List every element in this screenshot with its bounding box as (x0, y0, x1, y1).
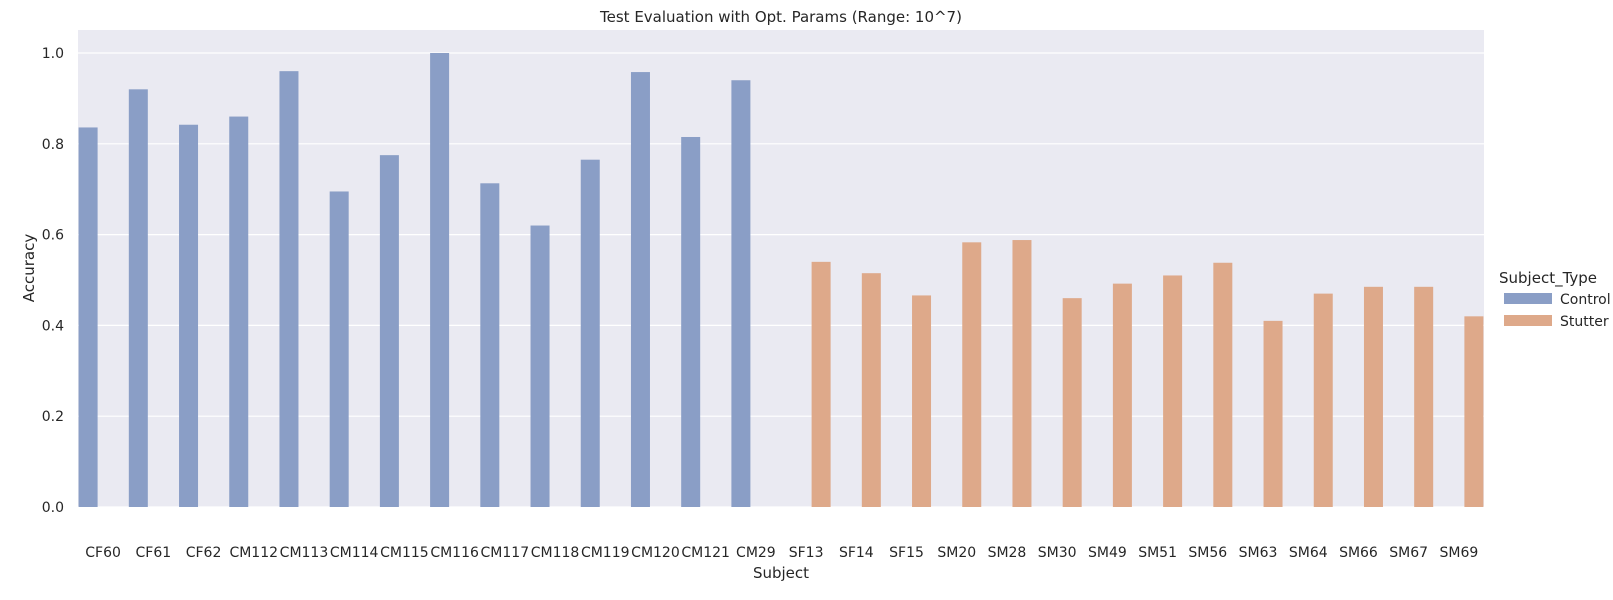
x-tick-label: CM117 (481, 545, 530, 561)
x-tick-label: SM28 (988, 545, 1027, 561)
x-tick-label: SF13 (789, 545, 824, 561)
bar-control-cm112 (229, 116, 249, 507)
x-tick-label: SM63 (1239, 545, 1278, 561)
bar-stutter-sf15 (912, 295, 932, 507)
x-tick-label: CM29 (736, 545, 776, 561)
bar-stutter-sm20 (962, 242, 982, 507)
y-tick-label: 0.2 (42, 409, 64, 425)
y-tick-label: 0.4 (42, 318, 64, 334)
x-tick-label: SM64 (1289, 545, 1328, 561)
bar-stutter-sm69 (1464, 316, 1484, 507)
bar-control-cm121 (681, 136, 701, 508)
bar-stutter-sm67 (1414, 286, 1434, 507)
bar-stutter-sm28 (1012, 240, 1032, 507)
bar-control-cf60 (78, 127, 98, 508)
bar-stutter-sm51 (1163, 275, 1183, 507)
x-tick-label: SM20 (937, 545, 976, 561)
y-tick-label: 1.0 (42, 46, 64, 62)
bar-control-cm113 (279, 71, 299, 507)
x-tick-label: CM113 (280, 545, 329, 561)
bar-control-cm120 (630, 72, 650, 508)
x-tick-label: CM119 (581, 545, 630, 561)
x-tick-label: CM114 (330, 545, 379, 561)
legend-title: Subject_Type (1499, 269, 1597, 288)
x-tick-label: CF60 (85, 545, 121, 561)
x-tick-label: SM69 (1440, 545, 1479, 561)
y-tick-label: 0.6 (42, 228, 64, 244)
x-tick-labels: CF60 CF61 CF62 CM112 CM113 CM114 CM115 CM116 CM1… (85, 545, 1478, 561)
bar-control-cm29 (731, 80, 751, 508)
bar-stutter-sm66 (1363, 286, 1383, 507)
y-tick-labels: 0.0 0.2 0.4 0.6 0.8 1.0 (42, 46, 64, 516)
x-tick-label: CM118 (531, 545, 580, 561)
bar-stutter-sm30 (1062, 298, 1082, 507)
bar-control-cm117 (480, 183, 500, 507)
bar-stutter-sm56 (1213, 262, 1233, 507)
bar-control-cm114 (329, 191, 349, 507)
x-tick-label: SM49 (1088, 545, 1127, 561)
bar-control-cf62 (179, 124, 199, 508)
bar-stutter-sf13 (811, 261, 831, 507)
x-tick-label: CM121 (681, 545, 730, 561)
y-axis-label: Accuracy (20, 234, 38, 303)
bars (78, 53, 1484, 508)
bar-stutter-sm64 (1313, 293, 1333, 507)
bar-stutter-sm63 (1263, 320, 1283, 507)
bar-control-cm118 (530, 225, 550, 507)
x-tick-label: CM115 (380, 545, 429, 561)
legend-swatch-stutter (1504, 315, 1552, 326)
x-tick-label: CF62 (186, 545, 222, 561)
legend-label-control: Control (1560, 292, 1611, 308)
bar-stutter-sf14 (861, 273, 881, 507)
bar-control-cf61 (128, 89, 148, 507)
x-axis-label: Subject (753, 564, 809, 582)
x-tick-label: SF14 (839, 545, 874, 561)
legend: Subject_Type Control Stutter (1499, 269, 1611, 330)
x-tick-label: CF61 (135, 545, 171, 561)
plot-background (78, 30, 1484, 507)
x-tick-label: CM112 (229, 545, 278, 561)
legend-swatch-control (1504, 293, 1552, 304)
x-tick-label: SM30 (1038, 545, 1077, 561)
bar-control-cm119 (580, 159, 600, 507)
bar-stutter-sm49 (1112, 283, 1132, 507)
chart-title: Test Evaluation with Opt. Params (Range:… (599, 8, 962, 26)
bar-control-cm115 (379, 155, 399, 507)
x-tick-label: CM116 (430, 545, 479, 561)
y-tick-label: 0.8 (42, 137, 64, 153)
x-tick-label: SM66 (1339, 545, 1378, 561)
y-tick-label: 0.0 (42, 500, 64, 516)
legend-label-stutter: Stutter (1560, 314, 1609, 330)
grid-lines (78, 52, 1484, 508)
x-tick-label: SF15 (889, 545, 924, 561)
x-tick-label: CM120 (631, 545, 680, 561)
x-tick-label: SM51 (1138, 545, 1177, 561)
x-tick-label: SM67 (1389, 545, 1428, 561)
bar-control-cm116 (430, 53, 450, 507)
x-tick-label: SM56 (1188, 545, 1227, 561)
